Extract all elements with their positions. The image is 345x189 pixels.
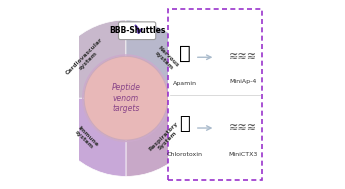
Wedge shape xyxy=(48,98,126,177)
FancyBboxPatch shape xyxy=(168,9,262,180)
Wedge shape xyxy=(126,98,204,177)
FancyBboxPatch shape xyxy=(118,22,156,40)
Text: ≋≋≋: ≋≋≋ xyxy=(229,52,257,62)
Text: Immune
system: Immune system xyxy=(73,125,99,151)
Text: 🦂: 🦂 xyxy=(179,115,190,133)
Text: Respiratory
System: Respiratory System xyxy=(148,120,184,156)
Text: ≋≋≋: ≋≋≋ xyxy=(229,123,257,133)
Text: 🐝: 🐝 xyxy=(179,44,190,63)
Circle shape xyxy=(84,56,168,140)
Wedge shape xyxy=(126,20,204,98)
Text: MiniAp-4: MiniAp-4 xyxy=(229,79,257,84)
Text: Apamin: Apamin xyxy=(172,81,197,86)
Text: Cardiovascular
system: Cardiovascular system xyxy=(65,37,108,80)
Wedge shape xyxy=(48,20,126,98)
Text: Chlorotoxin: Chlorotoxin xyxy=(167,152,203,157)
Text: MiniCTX3: MiniCTX3 xyxy=(229,152,258,157)
Text: Nervous
system: Nervous system xyxy=(152,45,179,72)
Text: BBB-Shuttles: BBB-Shuttles xyxy=(109,26,165,35)
FancyArrowPatch shape xyxy=(136,26,142,33)
Text: Peptide
venom
targets: Peptide venom targets xyxy=(111,83,140,113)
